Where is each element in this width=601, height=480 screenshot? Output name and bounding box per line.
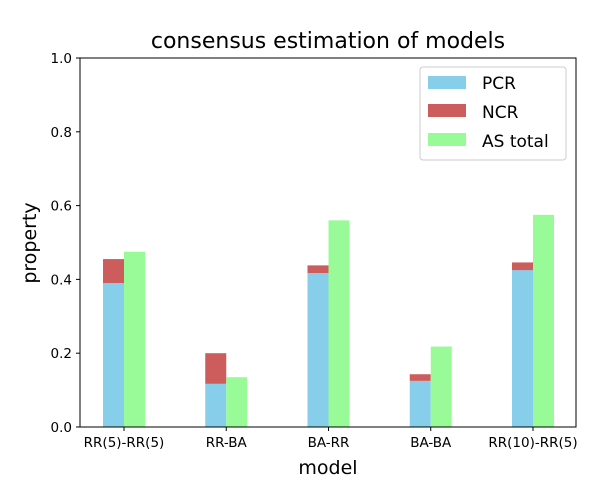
- y-tick-label-0-2: 0.2: [51, 346, 72, 362]
- legend: PCR NCR AS total: [419, 66, 567, 161]
- x-tick-label-rr-ba: RR-BA: [206, 435, 248, 451]
- y-tick-label-1-0: 1.0: [51, 51, 72, 67]
- y-axis-label: property: [19, 202, 41, 283]
- bar-ncr-rr-ba: [205, 353, 227, 384]
- x-tick-label-rr-10-rr-5: RR(10)-RR(5): [488, 435, 577, 451]
- bars-layer: [103, 214, 554, 427]
- bar-as-total-rr-5-rr-5: [124, 251, 145, 427]
- legend-label-ncr: NCR: [482, 103, 519, 123]
- bar-ncr-ba-rr: [307, 265, 329, 274]
- legend-label-as-total: AS total: [482, 132, 549, 152]
- bar-ncr-rr-5-rr-5: [103, 259, 124, 284]
- bar-ncr-ba-ba: [409, 374, 431, 381]
- bar-as-total-ba-ba: [430, 346, 452, 427]
- bar-pcr-rr-10-rr-5: [512, 270, 533, 427]
- x-tick-label-ba-ba: BA-BA: [410, 435, 452, 451]
- plot-frame: [79, 57, 577, 428]
- bar-pcr-ba-rr: [307, 273, 329, 427]
- y-tick-label-0-8: 0.8: [51, 125, 72, 141]
- x-axis-label: model: [298, 457, 357, 479]
- y-tick-label-0-0: 0.0: [51, 420, 72, 436]
- bar-pcr-ba-ba: [409, 380, 431, 427]
- legend-label-pcr: PCR: [482, 74, 516, 94]
- x-tick-label-ba-rr: BA-RR: [308, 435, 350, 451]
- bar-as-total-ba-rr: [328, 220, 350, 427]
- y-tick-label-0-6: 0.6: [51, 199, 72, 215]
- chart-title: consensus estimation of models: [151, 29, 505, 54]
- legend-swatch-ncr: [428, 104, 466, 117]
- y-tick-label-0-4: 0.4: [51, 272, 72, 288]
- bar-pcr-rr-ba: [205, 383, 227, 427]
- bar-pcr-rr-5-rr-5: [103, 283, 124, 427]
- legend-swatch-pcr: [428, 76, 466, 89]
- ticks-layer: RR(5)-RR(5) RR-BA BA-RR BA-BA RR(10)-RR(5) 0.…: [51, 51, 578, 451]
- bar-as-total-rr-10-rr-5: [533, 214, 554, 427]
- bar-ncr-rr-10-rr-5: [512, 262, 533, 271]
- legend-swatch-as-total: [428, 133, 466, 146]
- x-tick-label-rr-5-rr-5: RR(5)-RR(5): [84, 435, 165, 451]
- bar-as-total-rr-ba: [226, 377, 248, 427]
